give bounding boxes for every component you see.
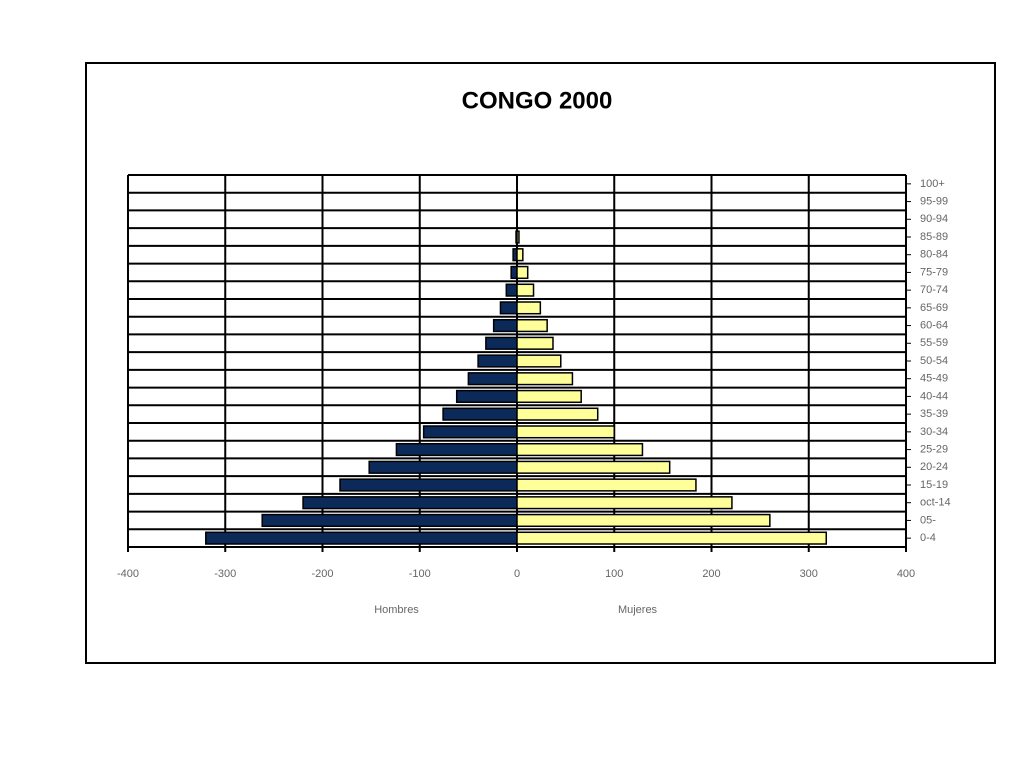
bar [516, 248, 524, 262]
y-tick-label: 80-84 [920, 249, 948, 261]
bar [467, 372, 518, 386]
bar [516, 336, 554, 350]
bar [261, 513, 518, 528]
y-tick-label: 50-54 [920, 355, 948, 367]
chart-title: CONGO 2000 [462, 87, 613, 114]
y-tick-label: 15-19 [920, 479, 948, 491]
bar [516, 318, 548, 333]
bar [455, 389, 518, 404]
bar [510, 265, 518, 280]
x-tick-label: 100 [605, 568, 623, 580]
y-tick-label: 55-59 [920, 337, 948, 349]
x-tick-label: 400 [897, 568, 915, 580]
bar [422, 425, 518, 439]
y-tick-label: 0-4 [920, 532, 936, 544]
bar [516, 372, 574, 386]
bar [505, 283, 518, 297]
bar [516, 230, 520, 244]
bar [395, 442, 518, 457]
bar [492, 318, 518, 333]
bar [477, 354, 518, 368]
bar [485, 336, 518, 350]
bar [516, 478, 697, 492]
x-tick-label: 200 [702, 568, 720, 580]
y-tick-label: 20-24 [920, 461, 948, 473]
x-tick-label: -400 [117, 568, 139, 580]
bar [339, 478, 518, 492]
y-tick-label: 45-49 [920, 373, 948, 385]
bar [516, 301, 542, 315]
bar [516, 496, 733, 510]
x-tick-label: -300 [214, 568, 236, 580]
bar [302, 496, 518, 510]
y-tick-label: 75-79 [920, 266, 948, 278]
y-tick-label: 60-64 [920, 319, 948, 331]
y-tick-label: 30-34 [920, 426, 948, 438]
bar [516, 407, 599, 421]
bar [516, 425, 615, 439]
bar [516, 513, 771, 528]
y-tick-label: oct-14 [920, 497, 951, 509]
y-tick-label: 85-89 [920, 231, 948, 243]
bar [368, 460, 518, 474]
bar [516, 283, 535, 297]
y-tick-label: 70-74 [920, 284, 948, 296]
bar [205, 531, 518, 545]
series-label: Hombres [374, 604, 419, 616]
bar [499, 301, 518, 315]
series-label: Mujeres [618, 604, 658, 616]
x-tick-label: -100 [409, 568, 431, 580]
bar [516, 460, 671, 474]
bar [442, 407, 518, 421]
y-tick-label: 25-29 [920, 443, 948, 455]
y-tick-label: 40-44 [920, 390, 948, 402]
bar [516, 389, 582, 404]
y-tick-label: 35-39 [920, 408, 948, 420]
bar [516, 442, 644, 457]
y-tick-label: 100+ [920, 178, 945, 190]
y-tick-label: 05- [920, 514, 936, 526]
y-tick-label: 65-69 [920, 302, 948, 314]
x-tick-label: 300 [800, 568, 818, 580]
bar [516, 265, 529, 280]
bar [516, 531, 828, 545]
x-tick-label: 0 [514, 568, 520, 580]
x-tick-label: -200 [311, 568, 333, 580]
y-tick-label: 95-99 [920, 195, 948, 207]
bar [516, 354, 562, 368]
y-tick-label: 90-94 [920, 213, 948, 225]
